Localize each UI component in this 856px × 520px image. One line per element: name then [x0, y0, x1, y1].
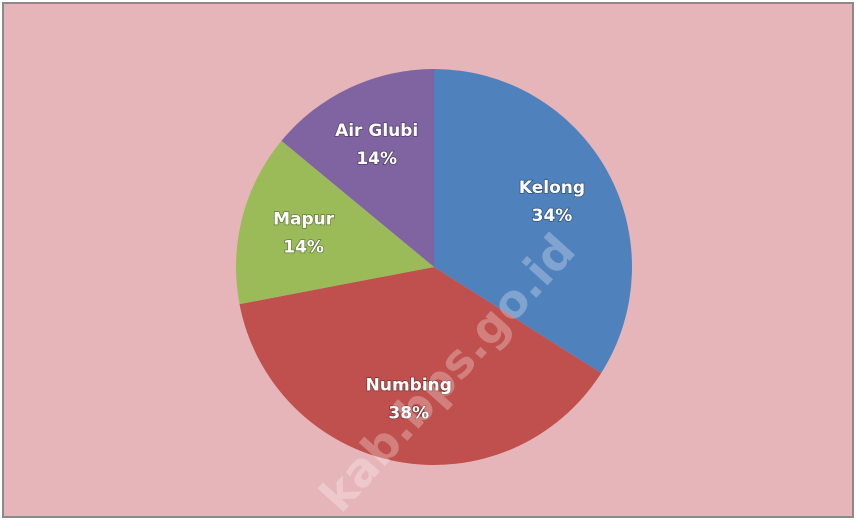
pie-slice [236, 140, 434, 305]
value-label: 38% [388, 403, 429, 423]
category-label: Kelong [519, 178, 585, 198]
value-label: 34% [532, 206, 573, 226]
pie-slice [239, 267, 602, 466]
pie-slice [281, 69, 434, 267]
category-label: Air Glubi [335, 121, 418, 141]
value-label: 14% [356, 149, 397, 169]
pie-slice [434, 69, 632, 374]
category-label: Numbing [366, 375, 452, 395]
value-label: 14% [283, 238, 324, 258]
category-label: Mapur [273, 210, 335, 230]
